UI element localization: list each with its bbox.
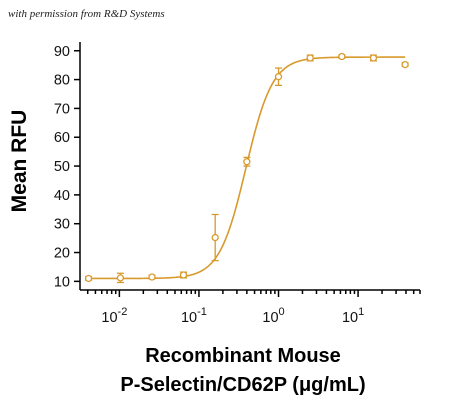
- y-tick-label: 20: [54, 246, 70, 262]
- point-marker: [148, 273, 156, 281]
- data-point: [274, 67, 283, 87]
- data-point: [338, 52, 346, 61]
- data-point: [84, 274, 93, 283]
- watermark-text: with permission from R&D Systems: [8, 8, 165, 20]
- y-tick-label: 60: [54, 130, 70, 146]
- x-tick-label: 101: [342, 306, 364, 326]
- point-marker: [369, 54, 378, 62]
- y-tick-label: 30: [54, 217, 70, 233]
- data-point: [243, 156, 251, 167]
- y-tick-label: 80: [54, 73, 70, 89]
- y-tick-label: 50: [54, 159, 70, 175]
- point-marker: [401, 60, 409, 69]
- point-marker: [84, 274, 93, 283]
- data-point: [401, 60, 409, 69]
- y-tick-label: 40: [54, 188, 70, 204]
- data-point: [369, 54, 378, 62]
- y-tick-label: 10: [54, 274, 70, 290]
- fit-curve: [88, 56, 406, 280]
- point-marker: [116, 274, 125, 282]
- point-marker: [243, 158, 251, 166]
- x-tick-label: 100: [262, 306, 284, 326]
- data-point: [306, 54, 314, 62]
- data-point: [148, 273, 156, 281]
- data-points: [84, 52, 409, 284]
- data-point: [211, 213, 219, 262]
- point-marker: [338, 52, 346, 61]
- x-tick-label: 10-1: [181, 306, 207, 326]
- y-axis-title: Mean RFU: [8, 110, 31, 213]
- x-tick-label: 10-2: [101, 306, 127, 326]
- y-tick-label: 90: [54, 44, 70, 60]
- point-marker: [211, 233, 219, 242]
- x-axis-title-line1: Recombinant Mouse: [145, 345, 341, 367]
- data-point: [116, 272, 125, 284]
- point-marker: [274, 73, 283, 81]
- x-axis-title-line2: P-Selectin/CD62P (μg/mL): [120, 374, 365, 396]
- y-tick-label: 70: [54, 101, 70, 117]
- data-point: [179, 271, 188, 279]
- tick-marks: 10 20 30 40 50 60 70 80 90 10-2 10-1 100 101: [54, 44, 421, 326]
- fit-curve-group: [88, 56, 406, 280]
- point-marker: [306, 54, 314, 62]
- point-marker: [179, 271, 188, 279]
